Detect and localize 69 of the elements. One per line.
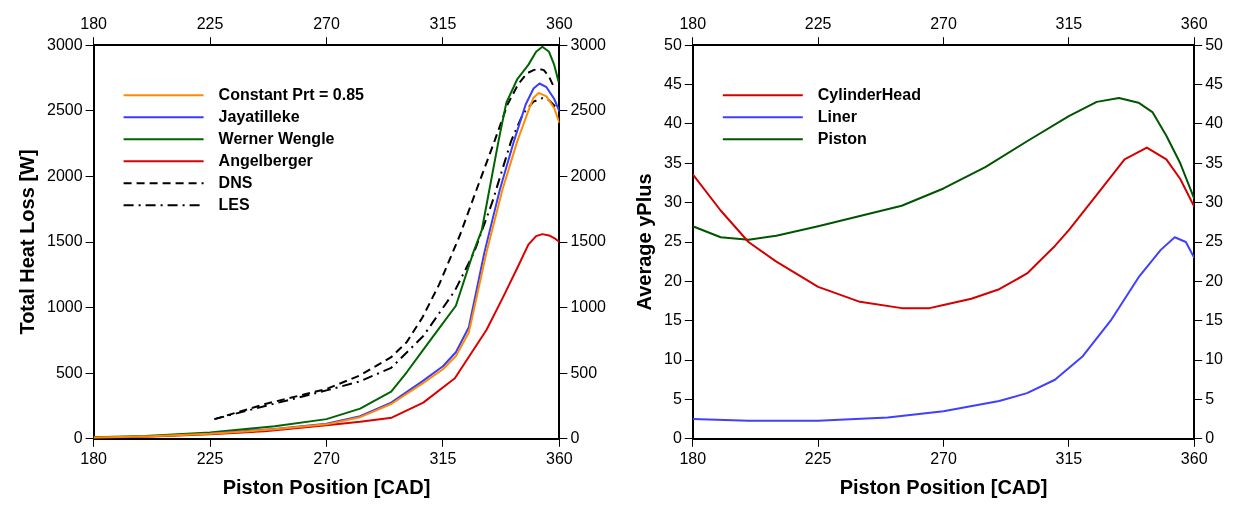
x-axis-title: Piston Position [CAD] bbox=[222, 475, 431, 498]
x-tick-label: 270 bbox=[313, 449, 340, 467]
y-tick-label: 0 bbox=[73, 429, 83, 447]
y-tick-label: 30 bbox=[664, 193, 682, 211]
x2-tick-label: 180 bbox=[80, 15, 108, 33]
x-tick-label: 315 bbox=[1055, 449, 1083, 467]
legend-label: DNS bbox=[218, 173, 253, 191]
x-tick-label: 180 bbox=[679, 449, 707, 467]
legend-label: Constant Prt = 0.85 bbox=[218, 85, 365, 103]
y2-tick-label: 10 bbox=[1205, 350, 1224, 368]
y-tick-label: 500 bbox=[55, 363, 83, 381]
y-tick-label: 15 bbox=[664, 311, 682, 329]
x-tick-label: 360 bbox=[1180, 449, 1208, 467]
legend-label: Werner Wengle bbox=[218, 129, 335, 147]
y2-tick-label: 50 bbox=[1205, 35, 1224, 53]
y-tick-label: 25 bbox=[664, 232, 682, 250]
y2-tick-label: 2500 bbox=[570, 101, 607, 119]
y2-tick-label: 5 bbox=[1205, 389, 1215, 407]
y-tick-label: 2500 bbox=[47, 101, 83, 119]
y-tick-label: 50 bbox=[664, 35, 682, 53]
legend-label: CylinderHead bbox=[817, 85, 921, 103]
y2-tick-label: 20 bbox=[1205, 271, 1224, 289]
y-axis-title: Total Heat Loss [W] bbox=[15, 149, 38, 335]
y2-tick-label: 1500 bbox=[570, 232, 607, 250]
legend-label: Angelberger bbox=[218, 151, 313, 169]
y2-tick-label: 15 bbox=[1205, 311, 1224, 329]
y-tick-label: 35 bbox=[664, 153, 682, 171]
y-tick-label: 5 bbox=[672, 389, 682, 407]
legend-label: LES bbox=[218, 195, 251, 213]
y-tick-label: 20 bbox=[664, 271, 682, 289]
y-tick-label: 1000 bbox=[47, 298, 83, 316]
x-tick-label: 360 bbox=[546, 449, 573, 467]
y2-tick-label: 500 bbox=[570, 363, 598, 381]
y-tick-label: 3000 bbox=[47, 35, 83, 53]
y2-tick-label: 0 bbox=[570, 429, 580, 447]
x2-tick-label: 315 bbox=[1055, 15, 1083, 33]
x-tick-label: 180 bbox=[80, 449, 108, 467]
y-tick-label: 10 bbox=[664, 350, 682, 368]
x-tick-label: 270 bbox=[930, 449, 957, 467]
legend-label: Piston bbox=[817, 129, 867, 147]
x-axis-title: Piston Position [CAD] bbox=[839, 475, 1048, 498]
x2-tick-label: 360 bbox=[1180, 15, 1208, 33]
y2-tick-label: 3000 bbox=[570, 35, 607, 53]
x2-tick-label: 360 bbox=[546, 15, 573, 33]
y-tick-label: 45 bbox=[664, 74, 682, 92]
y-tick-label: 0 bbox=[672, 429, 682, 447]
x2-tick-label: 270 bbox=[930, 15, 957, 33]
y2-tick-label: 0 bbox=[1205, 429, 1215, 447]
y2-tick-label: 40 bbox=[1205, 114, 1224, 132]
x-tick-label: 225 bbox=[804, 449, 832, 467]
x2-tick-label: 225 bbox=[804, 15, 832, 33]
y-tick-label: 40 bbox=[664, 114, 682, 132]
legend-label: Liner bbox=[817, 107, 857, 125]
x-tick-label: 315 bbox=[429, 449, 457, 467]
y2-tick-label: 2000 bbox=[570, 166, 607, 184]
x-tick-label: 225 bbox=[196, 449, 224, 467]
x2-tick-label: 315 bbox=[429, 15, 457, 33]
y-axis-title: Average yPlus bbox=[632, 173, 655, 311]
y2-tick-label: 45 bbox=[1205, 74, 1224, 92]
legend-label: Jayatilleke bbox=[218, 107, 300, 125]
y2-tick-label: 25 bbox=[1205, 232, 1224, 250]
y2-tick-label: 1000 bbox=[570, 298, 607, 316]
x2-tick-label: 225 bbox=[196, 15, 224, 33]
y-tick-label: 1500 bbox=[47, 232, 83, 250]
x2-tick-label: 270 bbox=[313, 15, 340, 33]
y-tick-label: 2000 bbox=[47, 166, 83, 184]
y2-tick-label: 30 bbox=[1205, 193, 1224, 211]
x2-tick-label: 180 bbox=[679, 15, 707, 33]
y2-tick-label: 35 bbox=[1205, 153, 1224, 171]
